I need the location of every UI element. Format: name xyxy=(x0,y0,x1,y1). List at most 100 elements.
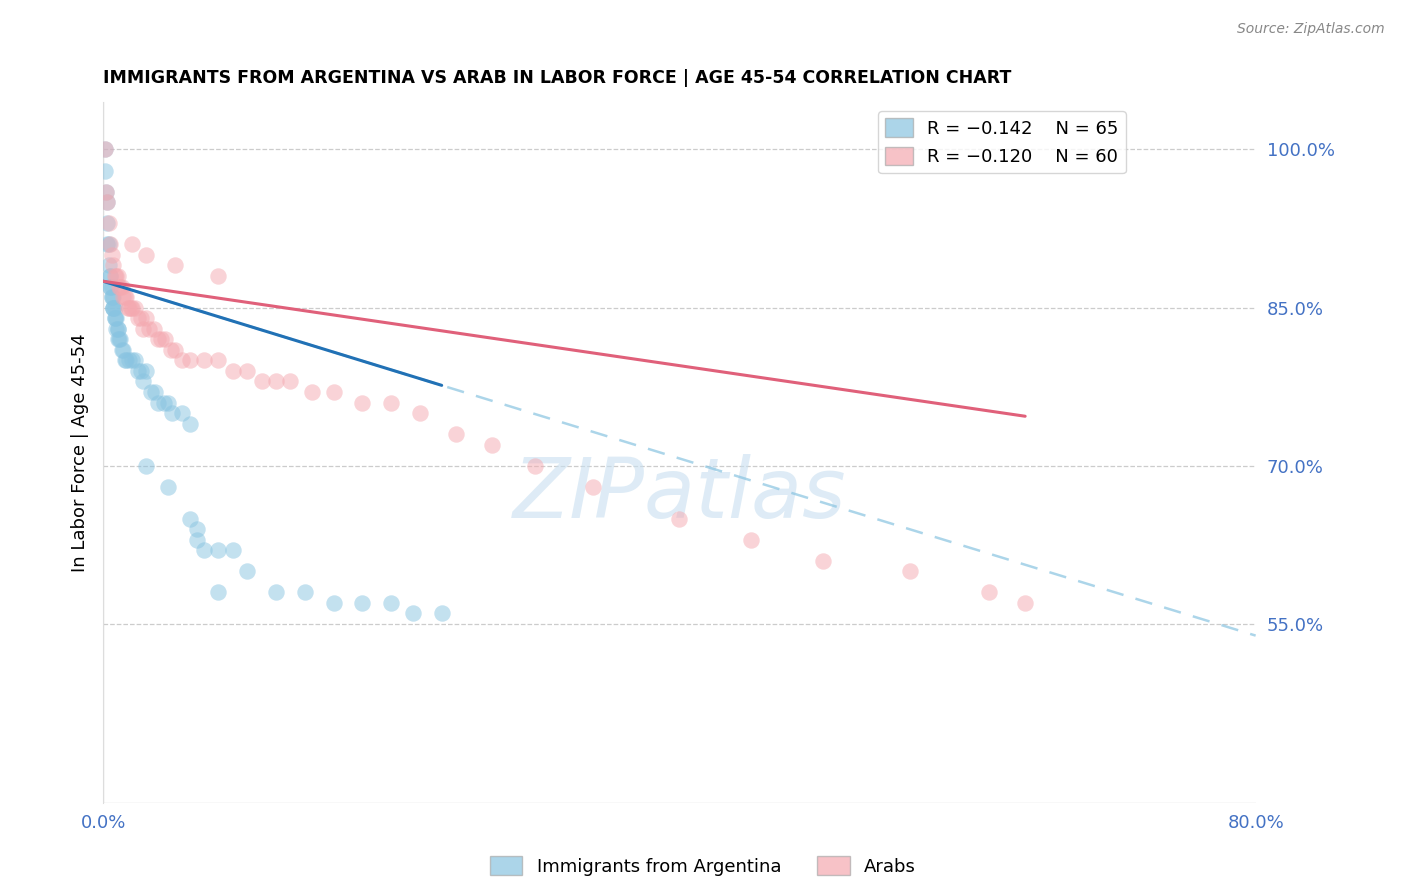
Point xyxy=(179,417,201,431)
Point xyxy=(114,353,136,368)
Point xyxy=(107,322,129,336)
Point xyxy=(98,268,121,283)
Point xyxy=(104,311,127,326)
Point xyxy=(103,290,125,304)
Point xyxy=(124,301,146,315)
Point xyxy=(129,364,152,378)
Point xyxy=(96,195,118,210)
Point xyxy=(93,143,115,157)
Point xyxy=(108,332,131,346)
Text: IMMIGRANTS FROM ARGENTINA VS ARAB IN LABOR FORCE | AGE 45-54 CORRELATION CHART: IMMIGRANTS FROM ARGENTINA VS ARAB IN LAB… xyxy=(103,69,1011,87)
Point xyxy=(222,543,245,558)
Point xyxy=(143,384,166,399)
Point xyxy=(172,353,194,368)
Point xyxy=(115,290,138,304)
Point xyxy=(207,585,229,599)
Point xyxy=(402,607,425,621)
Point xyxy=(352,596,374,610)
Point xyxy=(124,353,146,368)
Point xyxy=(135,458,157,473)
Point xyxy=(135,311,157,326)
Point xyxy=(107,322,129,336)
Point xyxy=(207,353,229,368)
Point xyxy=(1014,596,1036,610)
Point xyxy=(172,406,194,420)
Y-axis label: In Labor Force | Age 45-54: In Labor Force | Age 45-54 xyxy=(72,334,89,572)
Point xyxy=(146,395,169,409)
Point xyxy=(280,375,302,389)
Point xyxy=(222,364,245,378)
Point xyxy=(322,596,344,610)
Point xyxy=(979,585,1001,599)
Point xyxy=(179,353,201,368)
Point xyxy=(111,279,134,293)
Point xyxy=(94,185,117,199)
Point xyxy=(112,290,135,304)
Point xyxy=(162,406,184,420)
Point xyxy=(111,343,134,357)
Point xyxy=(103,259,125,273)
Point xyxy=(146,332,169,346)
Point xyxy=(139,384,162,399)
Legend: R = −0.142    N = 65, R = −0.120    N = 60: R = −0.142 N = 65, R = −0.120 N = 60 xyxy=(879,111,1126,173)
Point xyxy=(110,279,132,293)
Point xyxy=(322,384,344,399)
Point xyxy=(301,384,323,399)
Point xyxy=(193,353,215,368)
Point xyxy=(127,311,149,326)
Point xyxy=(236,564,259,578)
Point xyxy=(409,406,432,420)
Point xyxy=(112,343,135,357)
Point xyxy=(132,375,155,389)
Point xyxy=(97,216,120,230)
Point xyxy=(156,395,179,409)
Point xyxy=(129,311,152,326)
Point xyxy=(121,353,143,368)
Point xyxy=(110,332,132,346)
Point xyxy=(115,353,138,368)
Point xyxy=(165,259,187,273)
Point xyxy=(107,332,129,346)
Legend: Immigrants from Argentina, Arabs: Immigrants from Argentina, Arabs xyxy=(482,849,924,883)
Point xyxy=(186,533,208,547)
Point xyxy=(98,268,121,283)
Point xyxy=(160,343,183,357)
Point xyxy=(121,237,143,252)
Point xyxy=(98,279,121,293)
Point xyxy=(105,322,128,336)
Point xyxy=(135,364,157,378)
Point xyxy=(108,279,131,293)
Point xyxy=(96,195,118,210)
Text: ZIPatlas: ZIPatlas xyxy=(513,454,846,535)
Point xyxy=(103,301,125,315)
Point xyxy=(97,237,120,252)
Point xyxy=(103,301,125,315)
Text: Source: ZipAtlas.com: Source: ZipAtlas.com xyxy=(1237,22,1385,37)
Point xyxy=(207,543,229,558)
Point xyxy=(100,290,122,304)
Point xyxy=(149,332,172,346)
Point xyxy=(127,364,149,378)
Point xyxy=(152,395,174,409)
Point xyxy=(118,301,141,315)
Point xyxy=(117,301,139,315)
Point xyxy=(120,301,142,315)
Point xyxy=(142,322,165,336)
Point xyxy=(179,511,201,525)
Point xyxy=(114,290,136,304)
Point xyxy=(121,301,143,315)
Point xyxy=(813,554,835,568)
Point xyxy=(138,322,160,336)
Point xyxy=(186,522,208,536)
Point xyxy=(153,332,176,346)
Point xyxy=(294,585,316,599)
Point xyxy=(107,268,129,283)
Point xyxy=(740,533,762,547)
Point xyxy=(524,458,547,473)
Point xyxy=(193,543,215,558)
Point xyxy=(380,395,402,409)
Point xyxy=(98,237,121,252)
Point xyxy=(105,311,128,326)
Point xyxy=(118,353,141,368)
Point xyxy=(352,395,374,409)
